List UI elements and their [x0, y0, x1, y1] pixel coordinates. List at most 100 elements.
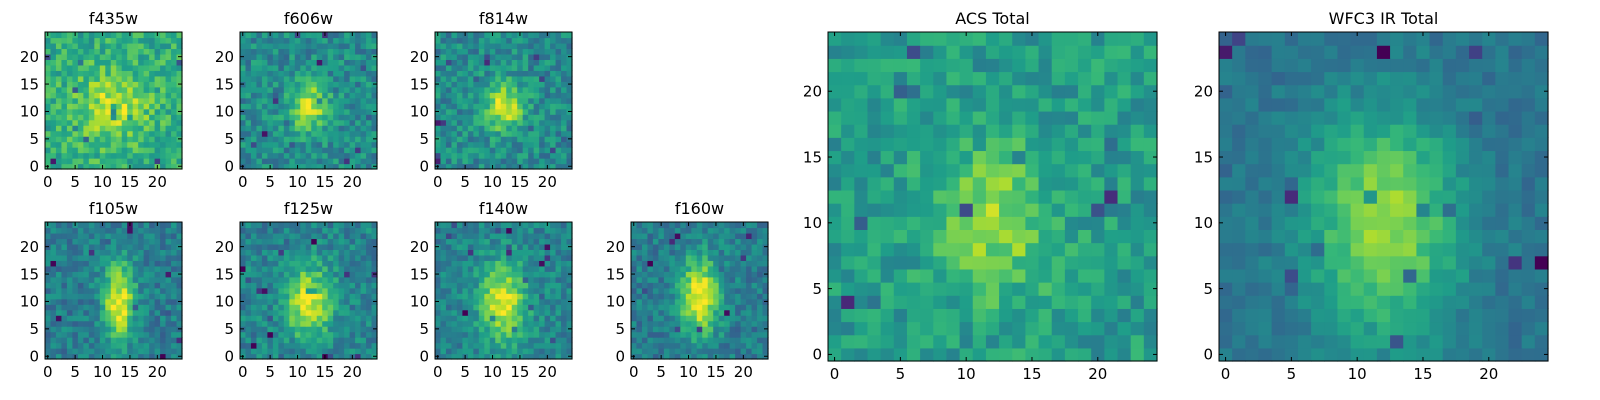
heatmap-cell	[533, 222, 540, 229]
heatmap-cell	[300, 254, 307, 261]
heatmap-cell	[647, 348, 654, 355]
heatmap-cell	[88, 32, 95, 39]
heatmap-cell	[105, 249, 112, 256]
heatmap-cell	[1091, 216, 1105, 230]
heatmap-cell	[495, 81, 502, 88]
heatmap-cell	[143, 75, 150, 82]
heatmap-cell	[746, 315, 753, 322]
heatmap-cell	[566, 249, 573, 256]
heatmap-cell	[652, 271, 659, 278]
heatmap-cell	[171, 287, 178, 294]
heatmap-cell	[484, 348, 491, 355]
heatmap-cell	[647, 353, 654, 360]
heatmap-cell	[685, 337, 692, 344]
heatmap-cell	[61, 108, 68, 115]
heatmap-cell	[561, 309, 568, 316]
heatmap-cell	[729, 337, 736, 344]
heatmap-cell	[647, 282, 654, 289]
heatmap-cell	[165, 114, 172, 121]
heatmap-cell	[946, 334, 961, 349]
heatmap-cell	[451, 141, 458, 148]
x-tick-label: 0	[433, 363, 443, 381]
heatmap-cell	[669, 348, 676, 355]
heatmap-cell	[658, 254, 665, 261]
heatmap-cell	[533, 86, 540, 93]
heatmap-cell	[473, 222, 480, 229]
heatmap-cell	[517, 298, 524, 305]
heatmap-cell	[680, 260, 687, 267]
heatmap-cell	[561, 103, 568, 110]
heatmap-cell	[495, 298, 502, 305]
heatmap-cell	[484, 37, 491, 44]
heatmap-cell	[305, 227, 312, 234]
heatmap-cell	[138, 315, 145, 322]
heatmap-cell	[440, 227, 447, 234]
heatmap-cell	[702, 287, 709, 294]
heatmap-cell	[445, 125, 453, 132]
heatmap-cell	[333, 92, 340, 99]
heatmap-cell	[500, 287, 507, 294]
heatmap-cell	[561, 243, 568, 250]
heatmap-cell	[322, 97, 329, 104]
heatmap-cell	[61, 271, 68, 278]
heatmap-cell	[539, 265, 546, 272]
heatmap-cell	[517, 158, 524, 165]
heatmap-cell	[66, 163, 73, 170]
heatmap-cell	[165, 108, 172, 115]
x-tick-label: 5	[265, 173, 275, 191]
heatmap-cell	[528, 265, 535, 272]
heatmap-cell	[55, 53, 63, 60]
heatmap-cell	[300, 353, 307, 360]
heatmap-cell	[272, 337, 279, 344]
heatmap-cell	[349, 287, 356, 294]
heatmap-cell	[691, 293, 698, 300]
heatmap-cell	[278, 81, 285, 88]
heatmap-cell	[278, 152, 285, 159]
heatmap-cell	[445, 315, 453, 322]
heatmap-cell	[484, 97, 491, 104]
heatmap-cell	[283, 64, 290, 71]
heatmap-cell	[61, 238, 68, 245]
heatmap-cell	[72, 48, 79, 55]
heatmap-cell	[746, 260, 753, 267]
heatmap-cell	[327, 147, 334, 154]
heatmap-cell	[45, 37, 52, 44]
heatmap-cell	[322, 342, 329, 349]
heatmap-cell	[105, 227, 112, 234]
heatmap-cell	[517, 342, 524, 349]
heatmap-cell	[1091, 255, 1105, 270]
heatmap-cell	[740, 282, 747, 289]
heatmap-cell	[99, 141, 106, 148]
heatmap-cell	[702, 348, 709, 355]
heatmap-cell	[72, 265, 79, 272]
heatmap-cell	[462, 348, 469, 355]
heatmap-cell	[539, 125, 546, 132]
heatmap-cell	[160, 348, 167, 355]
heatmap-cell	[45, 86, 52, 93]
heatmap-cell	[674, 271, 681, 278]
heatmap-cell	[762, 254, 769, 261]
heatmap-cell	[467, 337, 474, 344]
heatmap-cell	[311, 75, 318, 82]
heatmap-cell	[729, 326, 736, 333]
heatmap-cell	[462, 342, 469, 349]
heatmap-cell	[272, 119, 279, 126]
heatmap-cell	[691, 353, 698, 360]
heatmap-cell	[473, 337, 480, 344]
heatmap-cell	[561, 81, 568, 88]
heatmap-cell	[555, 136, 562, 143]
heatmap-cell	[658, 293, 665, 300]
heatmap-cell	[116, 42, 123, 50]
heatmap-cell	[245, 81, 252, 88]
heatmap-cell	[550, 331, 557, 338]
heatmap-cell	[289, 287, 296, 294]
heatmap-cell	[272, 130, 279, 137]
heatmap-cell	[333, 141, 340, 148]
heatmap-cell	[88, 114, 95, 121]
heatmap-cell	[867, 321, 882, 336]
heatmap-cell	[652, 249, 659, 256]
heatmap-cell	[55, 271, 63, 278]
heatmap-cell	[66, 315, 73, 322]
heatmap-cell	[371, 293, 378, 300]
heatmap-cell	[1117, 189, 1132, 204]
